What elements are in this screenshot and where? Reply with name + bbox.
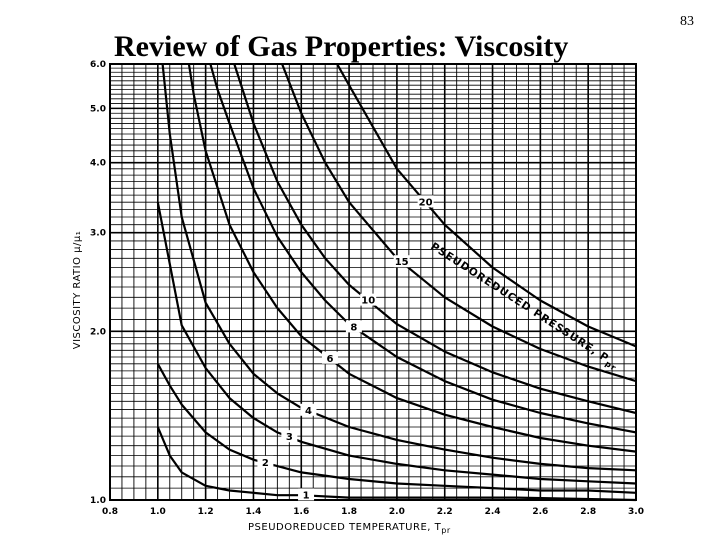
y-tick-label: 6.0 — [90, 60, 106, 70]
series-line-3 — [156, 201, 637, 485]
x-tick-label: 2.0 — [389, 507, 405, 517]
curve-label-background — [300, 403, 317, 416]
curve-label-2: 2 — [262, 458, 269, 469]
y-tick-label: 3.0 — [90, 229, 106, 239]
curve-label-4: 4 — [305, 406, 312, 417]
series-line-8 — [209, 63, 637, 434]
series-line-1 — [156, 426, 637, 502]
y-tick-label: 2.0 — [90, 327, 106, 337]
x-axis-title-sub: pr — [441, 526, 451, 535]
x-tick-label: 3.0 — [628, 507, 644, 517]
curve-label-background — [417, 195, 434, 208]
x-tick-label: 2.6 — [532, 507, 548, 517]
series-line-15 — [281, 63, 637, 383]
x-tick-label: 1.4 — [245, 507, 261, 517]
curve-label-1: 1 — [303, 490, 310, 501]
x-tick-label: 1.6 — [293, 507, 309, 517]
chart-grid — [109, 63, 637, 501]
curve-label-15: 15 — [395, 257, 409, 268]
curve-labels: 1 2 3 4 6 8 10 15 20 — [257, 195, 434, 501]
x-tick-label: 0.8 — [102, 507, 118, 517]
y-axis-title: VISCOSITY RATIO μ/μ₁ — [72, 231, 83, 350]
curve-label-10: 10 — [361, 296, 375, 307]
curve-label-background — [345, 320, 362, 333]
plot-frame — [109, 63, 637, 501]
curve-label-background — [298, 488, 315, 501]
x-axis-title: PSEUDOREDUCED TEMPERATURE, Tpr — [248, 522, 451, 535]
slide-title: Review of Gas Properties: Viscosity — [110, 30, 573, 64]
curve-label-3: 3 — [286, 432, 293, 443]
x-tick-label: 2.2 — [437, 507, 453, 517]
x-axis-title-main: PSEUDOREDUCED TEMPERATURE, T — [248, 522, 442, 533]
curve-label-background — [360, 293, 377, 306]
curve-label-background — [321, 351, 338, 364]
y-tick-label: 1.0 — [90, 496, 106, 506]
curve-label-20: 20 — [419, 197, 433, 208]
curve-label-background — [257, 455, 274, 468]
series-line-10 — [233, 63, 637, 415]
page-number: 83 — [680, 14, 694, 29]
x-tick-label: 2.4 — [485, 507, 501, 517]
series-line-2 — [156, 363, 637, 494]
x-tick-label: 2.8 — [580, 507, 596, 517]
y-tick-label: 5.0 — [90, 104, 106, 114]
x-tick-label: 1.0 — [150, 507, 166, 517]
y-tick-label: 4.0 — [90, 159, 106, 169]
curve-label-background — [393, 255, 410, 268]
x-tick-label: 1.8 — [341, 507, 357, 517]
curve-label-8: 8 — [350, 322, 357, 333]
pressure-annotation-main: PSEUDOREDUCED PRESSURE, P — [428, 240, 611, 364]
curve-label-background — [281, 430, 298, 443]
curve-label-6: 6 — [326, 354, 333, 365]
series-line-20 — [336, 63, 637, 348]
axis-ticks: 0.8 1.0 1.2 1.4 1.6 1.8 2.0 2.2 2.4 2.6 2.8 3.01.02… — [90, 60, 644, 517]
x-tick-label: 1.2 — [198, 507, 214, 517]
